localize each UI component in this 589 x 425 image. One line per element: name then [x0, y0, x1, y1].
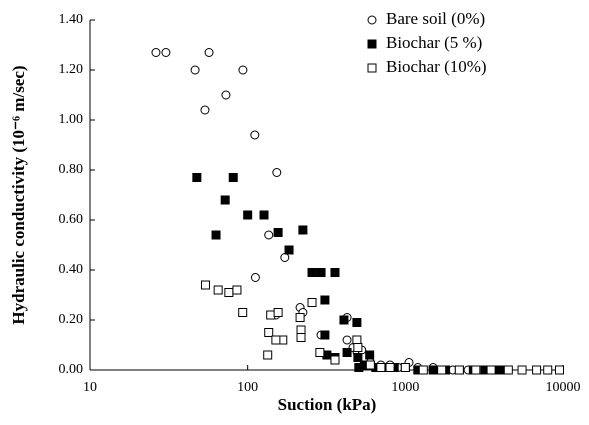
point	[471, 365, 481, 375]
point	[307, 268, 317, 277]
point	[307, 298, 317, 307]
point	[284, 245, 294, 255]
point	[296, 325, 306, 335]
point	[296, 333, 306, 342]
point	[221, 90, 231, 100]
point	[342, 348, 352, 357]
point	[259, 210, 269, 220]
point	[418, 365, 428, 375]
point	[554, 365, 564, 375]
point	[250, 130, 260, 140]
point	[151, 48, 161, 57]
point	[238, 308, 248, 317]
point	[454, 365, 464, 375]
point	[316, 268, 326, 277]
x-tick-label: 1000	[391, 380, 419, 395]
point	[273, 308, 283, 317]
point	[272, 168, 282, 177]
legend-label: Biochar (5 %)	[386, 33, 482, 52]
point	[298, 225, 308, 235]
point	[224, 288, 234, 297]
y-tick-label: 0.00	[59, 362, 84, 377]
point	[273, 228, 283, 237]
point	[271, 335, 281, 345]
point	[192, 173, 202, 182]
y-tick-label: 1.00	[59, 112, 84, 127]
legend-label: Biochar (10%)	[386, 57, 487, 76]
point	[503, 365, 513, 375]
y-axis-label: Hydraulic conductivity (10⁻⁶ m/sec)	[9, 65, 28, 324]
point	[204, 48, 214, 57]
point	[352, 318, 362, 327]
point	[280, 253, 290, 262]
point	[543, 365, 553, 375]
y-tick-label: 1.20	[59, 62, 84, 77]
point	[190, 65, 200, 75]
point	[365, 360, 375, 370]
x-tick-label: 10000	[546, 380, 581, 395]
point	[266, 310, 276, 320]
point	[228, 173, 238, 182]
point	[400, 363, 410, 372]
point	[264, 328, 274, 337]
point	[517, 365, 527, 375]
point	[486, 365, 496, 375]
point	[243, 210, 253, 220]
legend-marker	[367, 15, 377, 25]
point	[532, 365, 542, 375]
point	[250, 273, 260, 282]
point	[330, 355, 340, 365]
y-tick-label: 0.20	[59, 312, 84, 327]
legend-label: Bare soil (0%)	[386, 9, 485, 28]
point	[238, 65, 248, 75]
legend-marker	[367, 39, 377, 49]
point	[330, 268, 340, 277]
y-tick-label: 0.80	[59, 162, 84, 177]
point	[428, 365, 438, 375]
point	[232, 285, 242, 295]
point	[353, 353, 363, 362]
x-axis-label: Suction (kPa)	[278, 395, 377, 414]
point	[161, 48, 171, 57]
point	[365, 350, 375, 360]
point	[353, 343, 363, 352]
y-tick-label: 0.40	[59, 262, 84, 277]
point	[385, 363, 395, 372]
point	[320, 295, 330, 305]
point	[315, 348, 325, 357]
point	[200, 280, 210, 290]
y-tick-label: 0.60	[59, 212, 84, 227]
point	[200, 105, 210, 115]
x-tick-label: 10	[83, 380, 97, 395]
point	[213, 285, 223, 295]
point	[342, 335, 352, 345]
point	[263, 350, 273, 360]
point	[437, 365, 447, 375]
legend-marker	[367, 63, 377, 73]
x-tick-label: 100	[237, 380, 258, 395]
point	[376, 363, 386, 372]
point	[264, 230, 274, 240]
point	[320, 330, 330, 340]
point	[295, 313, 305, 322]
y-tick-label: 1.40	[59, 12, 84, 27]
point	[211, 230, 221, 240]
point	[352, 335, 362, 345]
point	[220, 195, 230, 205]
point	[339, 315, 349, 325]
